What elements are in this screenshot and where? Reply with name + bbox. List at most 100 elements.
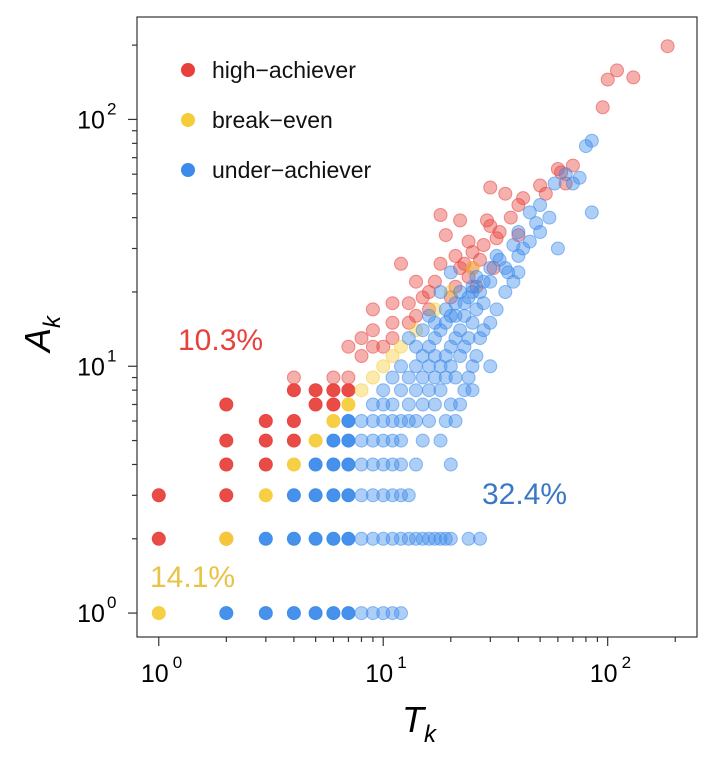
y-tick-exponent: 1 <box>107 346 116 365</box>
point-under-achiever <box>365 414 380 428</box>
point-under-achiever <box>433 531 448 546</box>
legend-marker-under-achiever <box>181 163 195 177</box>
annotation-under-achiever-share: 32.4% <box>482 478 567 511</box>
point-under-achiever <box>457 296 472 311</box>
point-high-achiever <box>376 339 391 354</box>
point-under-achiever <box>511 265 526 280</box>
point-under-achiever <box>326 488 341 503</box>
point-under-achiever <box>365 433 380 448</box>
point-high-achiever <box>401 296 416 311</box>
legend-label-under-achiever: under−achiever <box>212 157 372 183</box>
point-under-achiever <box>394 488 408 503</box>
point-under-achiever <box>433 323 448 338</box>
point-under-achiever <box>453 323 468 338</box>
point-high-achiever <box>365 323 380 338</box>
point-under-achiever <box>341 457 356 472</box>
point-high-achiever <box>286 433 301 448</box>
point-under-achiever <box>401 488 416 503</box>
point-high-achiever <box>610 63 624 78</box>
annotation-break-even-share: 14.1% <box>150 561 235 594</box>
point-under-achiever <box>433 383 448 398</box>
point-under-achiever <box>457 383 472 398</box>
point-under-achiever <box>365 488 380 503</box>
x-axis-label: T k <box>402 699 438 748</box>
y-tick-exponent: 2 <box>107 99 116 118</box>
point-under-achiever <box>341 531 356 546</box>
point-under-achiever <box>438 414 453 428</box>
point-high-achiever <box>433 256 448 271</box>
point-under-achiever <box>476 296 491 311</box>
point-under-achiever <box>533 225 548 239</box>
point-under-achiever <box>469 270 484 284</box>
point-break-even <box>341 397 356 412</box>
point-under-achiever <box>409 414 423 428</box>
point-under-achiever <box>409 457 423 472</box>
point-high-achiever <box>448 279 463 294</box>
point-under-achiever <box>385 370 400 385</box>
point-under-achiever <box>483 315 498 330</box>
point-under-achiever <box>401 370 416 385</box>
point-under-achiever <box>394 359 408 374</box>
point-under-achiever <box>465 285 480 299</box>
y-axis-label: A k <box>17 314 66 354</box>
point-high-achiever <box>385 315 400 330</box>
point-under-achiever <box>422 414 436 428</box>
legend-label-break-even: break−even <box>212 107 333 133</box>
point-under-achiever <box>443 531 458 546</box>
point-high-achiever <box>365 339 380 354</box>
point-under-achiever <box>286 606 301 621</box>
x-tick-label: 10 <box>590 660 618 688</box>
point-high-achiever <box>151 488 166 503</box>
x-tick-exponent: 1 <box>397 653 406 672</box>
point-under-achiever <box>457 339 472 354</box>
point-high-achiever <box>409 274 423 289</box>
point-under-achiever <box>427 531 442 546</box>
point-under-achiever <box>365 457 380 472</box>
point-under-achiever <box>584 205 599 220</box>
point-high-achiever <box>511 198 526 212</box>
x-tick-label: 10 <box>365 660 393 688</box>
point-high-achiever <box>516 191 531 206</box>
point-break-even <box>151 606 166 621</box>
point-break-even <box>308 433 323 448</box>
point-under-achiever <box>341 606 356 621</box>
point-under-achiever <box>415 323 430 338</box>
point-under-achiever <box>394 414 408 428</box>
point-under-achiever <box>572 170 587 185</box>
y-axis-label-main: A <box>17 328 58 354</box>
point-under-achiever <box>415 397 430 412</box>
point-under-achiever <box>542 210 557 225</box>
y-tick-label: 10 <box>77 106 105 134</box>
point-under-achiever <box>558 167 573 182</box>
point-high-achiever <box>258 457 273 472</box>
point-high-achiever <box>326 383 341 398</box>
point-under-achiever <box>415 433 430 448</box>
point-under-achiever <box>326 606 341 621</box>
legend: high−achiever break−even under−achiever <box>181 57 372 183</box>
point-under-achiever <box>401 414 416 428</box>
point-under-achiever <box>547 176 562 191</box>
point-break-even <box>365 370 380 385</box>
point-high-achiever <box>219 457 234 472</box>
point-high-achiever <box>308 383 323 398</box>
point-under-achiever <box>401 331 416 346</box>
point-under-achiever <box>427 397 442 412</box>
point-under-achiever <box>401 397 416 412</box>
point-high-achiever <box>385 296 400 311</box>
point-high-achiever <box>354 349 369 363</box>
point-high-achiever <box>258 414 273 428</box>
point-under-achiever <box>461 331 476 346</box>
point-under-achiever <box>365 397 380 412</box>
y-tick-label: 10 <box>77 353 105 381</box>
point-under-achiever <box>433 433 448 448</box>
point-high-achiever <box>286 370 301 385</box>
point-high-achiever <box>341 370 356 385</box>
point-under-achiever <box>286 488 301 503</box>
point-break-even <box>376 359 391 374</box>
point-high-achiever <box>341 383 356 398</box>
point-under-achiever <box>443 339 458 354</box>
point-high-achiever <box>626 70 641 85</box>
annotation-high-achiever-share: 10.3% <box>178 324 263 357</box>
x-tick-exponent: 0 <box>173 653 182 672</box>
point-high-achiever <box>461 234 476 249</box>
